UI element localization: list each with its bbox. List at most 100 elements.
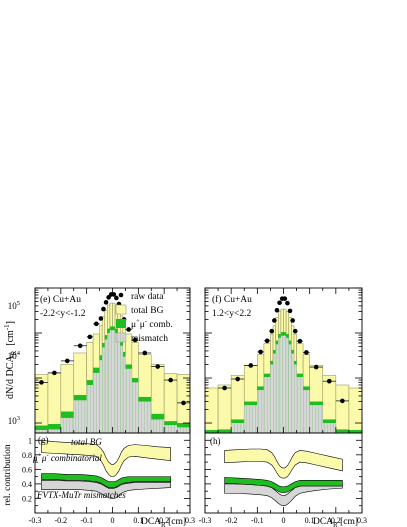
panel-h-x-tick-label: -0.1 <box>251 516 264 525</box>
legend: raw data total BG μ+μ- comb. mismatch <box>115 292 173 344</box>
panel-f-mismatch-bar <box>270 364 274 433</box>
panel-e-mismatch-bar <box>164 425 178 433</box>
panel-e-title: (e) Cu+Au <box>40 294 81 305</box>
panel-e-raw-data-point <box>101 306 106 312</box>
panel-e: (e) Cu+Au -2.2<y<-1.2 raw data total BG … <box>3 287 191 434</box>
panel-e-raw-data-point <box>126 327 131 332</box>
total-bg-annotation: total BG <box>71 437 102 447</box>
panel-h: -0.3 -0.2 -0.1 0 0.1 0.2 0.3 (h) DCAR [cm] <box>199 432 367 527</box>
panel-e-mismatch-bar <box>125 368 132 433</box>
legend-raw-data-marker <box>118 292 124 298</box>
mismatch-annotation: FVTX-MuTr mismatches <box>36 490 126 500</box>
panel-f-raw-data-point <box>274 307 280 313</box>
panel-f-raw-data-point <box>248 363 254 368</box>
legend-comb-label: μ+μ- comb. <box>131 318 173 330</box>
panel-e-raw-data-point <box>168 377 173 383</box>
panel-e-raw-data-point <box>87 334 93 340</box>
panel-g-title: (g) <box>38 435 49 445</box>
panel-e-mismatch-bar <box>35 429 48 433</box>
y-tick-label-1e5: 105 <box>8 300 20 311</box>
panel-f-mismatch-bar <box>231 423 245 433</box>
panel-h-x-tick-label: 0.2 <box>331 516 341 525</box>
panel-e-mismatch-bar <box>86 384 94 433</box>
panel-g-plot <box>41 439 171 499</box>
panel-f-raw-data-point <box>340 398 345 404</box>
panel-e-raw-data-point <box>52 370 57 376</box>
panel-f-raw-data-point <box>297 338 303 344</box>
panel-e-y-axis <box>34 287 191 433</box>
panel-g-x-tick-label: 0.2 <box>159 516 169 525</box>
panel-f-total-bg-bar <box>217 384 232 434</box>
legend-comb-swatch <box>116 319 126 328</box>
panel-e-mismatch-bar <box>112 330 116 433</box>
y-tick-label-1e4: 104 <box>8 350 21 361</box>
panel-h-x-tick-label: -0.3 <box>199 516 212 525</box>
panel-f-raw-data-point <box>264 338 270 344</box>
panel-g-comb-band <box>41 473 171 488</box>
panel-g-x-tick-label: -0.1 <box>80 516 93 525</box>
panel-g-y-tick-label: 1 <box>28 436 32 445</box>
legend-total-bg-label: total BG <box>131 306 164 316</box>
panel-f-y-axis <box>204 287 363 433</box>
panel-e-raw-data-point <box>103 300 109 305</box>
panel-f-mismatch-bar <box>293 364 297 433</box>
panel-f-mismatch-bar <box>263 377 271 433</box>
panel-f: (f) Cu+Au 1.2<y<2.2 <box>204 287 363 434</box>
panel-f-raw-data-point <box>304 350 309 355</box>
legend-mismatch-swatch <box>115 332 127 343</box>
panel-h-x-tick-label: 0.1 <box>305 516 315 525</box>
panel-e-total-bg-bar <box>47 372 62 434</box>
panel-e-mismatch-bar <box>177 427 190 433</box>
panel-f-mismatch-bar <box>257 390 264 433</box>
panel-e-mismatch-bar <box>102 347 105 433</box>
panel-f-mismatch-bar <box>280 335 284 433</box>
panel-f-raw-data-point <box>285 300 290 306</box>
panel-e-comb-bar <box>35 425 48 433</box>
panel-g: 0.20.40.60.81-0.3 -0.2 -0.1 0 0.1 0.2 0.3 (g) … <box>3 432 195 527</box>
panel-f-raw-data-point <box>326 378 332 384</box>
panel-f-mismatch-bar <box>303 390 310 433</box>
panel-f-mismatch-bar <box>296 377 304 433</box>
panel-f-title: (f) Cu+Au <box>212 294 252 305</box>
panel-g-total-bg-band <box>41 439 171 477</box>
legend-total-bg-swatch <box>115 304 127 315</box>
panel-e-mismatch-bar <box>122 356 126 433</box>
panel-g-x-tick-label: -0.3 <box>29 516 42 525</box>
panel-h-title: (h) <box>210 436 221 446</box>
panel-h-total-bg-band <box>224 448 343 479</box>
panel-f-raw-data-point <box>282 296 288 301</box>
panel-f-comb-bar <box>335 429 349 433</box>
panel-e-raw-data-point <box>98 316 104 321</box>
panel-h-x-tick-label: -0.2 <box>225 516 238 525</box>
panel-f-raw-data-point <box>290 318 295 323</box>
y-tick-label-1e3: 103 <box>8 415 20 426</box>
y-axis-title: dN/d DCAR[cm-1] <box>3 321 18 399</box>
panel-g-y-tick-label: 0.2 <box>22 494 32 503</box>
panel-f-comb-bar <box>218 429 232 433</box>
panel-f-mismatch-bar <box>309 405 323 433</box>
panel-f-comb-bar <box>348 429 362 433</box>
panel-h-x-tick-label: 0.3 <box>357 516 367 525</box>
legend-mismatch-label: mismatch <box>131 334 168 344</box>
panel-g-x-tick-label: 0 <box>111 516 115 525</box>
panel-e-plot <box>34 292 191 434</box>
panel-f-mismatch-bar <box>322 423 336 433</box>
panel-e-raw-data-point <box>64 358 70 364</box>
panel-g-axes: 0.2 0.4 0.6 0.8 1 -0.3 -0.2 -0.1 0 0.1 0.2 0.3 <box>22 436 195 525</box>
panel-e-mismatch-bar <box>104 339 108 433</box>
panel-f-mismatch-bar <box>278 337 281 433</box>
panel-f-raw-data-point <box>235 376 241 382</box>
panel-g-x-axis-title: DCAR [cm] <box>141 517 186 527</box>
panel-e-raw-data-point <box>132 337 138 343</box>
panel-f-mismatch-bar <box>288 344 292 433</box>
panel-h-axes: -0.3 -0.2 -0.1 0 0.1 0.2 0.3 <box>199 439 367 525</box>
panel-e-mismatch-bar <box>151 419 165 433</box>
panel-e-mismatch-bar <box>115 333 118 433</box>
panel-g-x-tick-label: 0.1 <box>133 516 143 525</box>
panel-f-total-bg-bar <box>204 387 219 434</box>
panel-e-mismatch-bar <box>107 333 110 433</box>
panel-f-mismatch-bar <box>244 405 258 433</box>
panel-g-x-tick-label: 0.3 <box>185 516 195 525</box>
panel-e-mismatch-bar <box>138 401 152 433</box>
